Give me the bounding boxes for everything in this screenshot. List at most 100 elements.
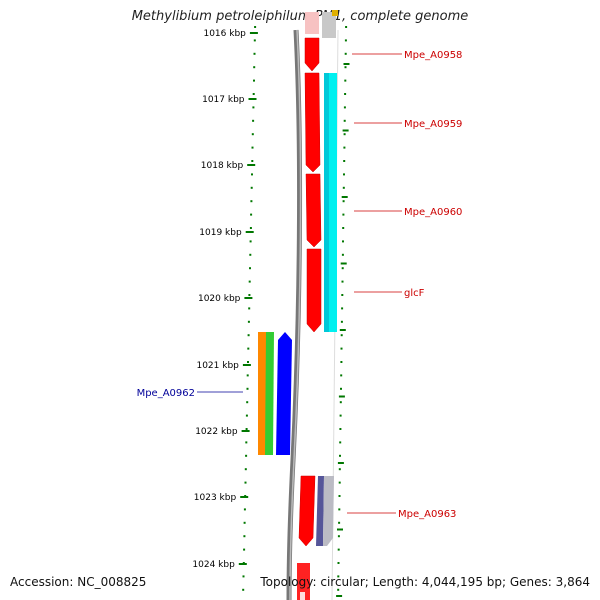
- tick-mark: [249, 240, 252, 243]
- gene-glcf[interactable]: [306, 248, 322, 333]
- tick-mark: [254, 26, 257, 28]
- ruler-label: 1017 kbp: [202, 95, 245, 105]
- tick-mark: [253, 39, 256, 42]
- tick-mark: [249, 253, 252, 256]
- tick-mark: [340, 374, 343, 377]
- tick-mark: [250, 186, 253, 189]
- tick-mark: [342, 227, 345, 229]
- gene-top-yellow[interactable]: [332, 10, 338, 16]
- tick-mark: [340, 361, 343, 363]
- gene-label[interactable]: Mpe_A0963: [398, 509, 456, 520]
- gene-bottom-red[interactable]: [297, 563, 310, 600]
- major-tick: [340, 262, 347, 265]
- gene-top-pink[interactable]: [305, 12, 319, 34]
- gene-label[interactable]: glcF: [404, 288, 425, 299]
- tick-mark: [252, 106, 255, 109]
- tick-mark: [243, 548, 246, 551]
- gene-label[interactable]: Mpe_A0962: [137, 388, 195, 399]
- tick-mark: [341, 294, 344, 296]
- major-tick: [336, 595, 343, 597]
- tick-mark: [342, 240, 344, 243]
- ruler-tick: [240, 496, 249, 498]
- tick-mark: [248, 307, 251, 310]
- tick-mark: [245, 454, 248, 457]
- tick-mark: [337, 548, 340, 551]
- tick-mark: [339, 401, 342, 404]
- tick-mark: [338, 468, 341, 471]
- tick-mark: [246, 387, 249, 390]
- tick-mark: [250, 200, 253, 203]
- gene-label[interactable]: Mpe_A0959: [404, 119, 462, 130]
- major-tick: [337, 528, 343, 531]
- tick-mark: [246, 374, 249, 377]
- gene-gray-lower[interactable]: [323, 476, 334, 546]
- right-tick-rail: [336, 26, 350, 597]
- gene-green[interactable]: [265, 332, 274, 455]
- tick-mark: [338, 521, 341, 524]
- tick-mark: [343, 119, 346, 122]
- ruler-label: 1022 kbp: [195, 427, 238, 437]
- tick-mark: [245, 414, 248, 417]
- ruler-tick: [242, 364, 251, 366]
- gene-navy[interactable]: [316, 476, 324, 546]
- ruler-label: 1024 kbp: [192, 560, 235, 570]
- tick-mark: [338, 508, 341, 511]
- tick-mark: [342, 213, 345, 216]
- tick-mark: [250, 213, 253, 216]
- tick-mark: [243, 535, 246, 538]
- gene-top-gray[interactable]: [322, 12, 336, 38]
- gene-labels: Mpe_A0958 Mpe_A0959 Mpe_A0960 glcF Mpe_A0962…: [137, 50, 463, 520]
- tick-mark: [341, 253, 344, 256]
- gene-label[interactable]: Mpe_A0958: [404, 50, 462, 61]
- ruler-tick: [245, 231, 254, 233]
- gene-label[interactable]: Mpe_A0960: [404, 207, 462, 218]
- tick-mark: [245, 428, 248, 430]
- major-tick: [339, 329, 346, 331]
- gene-mpe-a0958[interactable]: [304, 37, 320, 72]
- tick-mark: [253, 52, 256, 55]
- tick-mark: [337, 562, 340, 564]
- gene-cyan-shade: [324, 73, 329, 332]
- ruler-tick: [249, 32, 258, 34]
- topology-text: Topology: circular; Length: 4,044,195 bp…: [260, 575, 590, 589]
- gene-mpe-a0963[interactable]: [298, 475, 316, 547]
- tick-mark: [247, 347, 250, 350]
- tick-mark: [244, 481, 247, 484]
- gene-mpe-a0962[interactable]: [276, 332, 292, 455]
- major-tick: [343, 63, 350, 65]
- tick-mark: [340, 347, 343, 350]
- tick-mark: [344, 52, 347, 55]
- tick-mark: [340, 334, 343, 337]
- ruler-tick: [247, 164, 256, 166]
- tick-mark: [248, 280, 251, 283]
- gene-mpe-a0959[interactable]: [304, 72, 321, 173]
- ruler-label: 1018 kbp: [201, 161, 244, 171]
- ruler-tick: [248, 98, 257, 100]
- tick-mark: [247, 320, 250, 323]
- major-tick: [342, 129, 349, 132]
- gene-mpe-a0960[interactable]: [305, 173, 322, 248]
- tick-mark: [253, 79, 255, 82]
- tick-mark: [343, 133, 346, 136]
- major-tick: [341, 196, 348, 198]
- ruler-tick: [238, 563, 247, 565]
- tick-mark: [341, 280, 344, 283]
- ruler-label: 1016 kbp: [203, 29, 246, 39]
- tick-mark: [343, 106, 346, 109]
- tick-mark: [339, 454, 341, 457]
- tick-mark: [339, 414, 342, 417]
- tick-mark: [344, 79, 347, 82]
- ruler-label: 1023 kbp: [194, 493, 237, 503]
- tick-mark: [253, 66, 256, 69]
- tick-mark: [249, 267, 251, 270]
- ruler-labels: 1016 kbp 1017 kbp 1018 kbp 1019 kbp 1020 kbp…: [192, 29, 258, 570]
- genome-backbone-highlight: [289, 29, 302, 600]
- tick-mark: [343, 146, 346, 149]
- tick-mark: [337, 575, 340, 578]
- gene-orange[interactable]: [258, 332, 266, 455]
- accession-text: Accession: NC_008825: [10, 575, 147, 589]
- tick-mark: [247, 334, 250, 337]
- tick-mark: [344, 93, 347, 95]
- tick-mark: [249, 227, 252, 229]
